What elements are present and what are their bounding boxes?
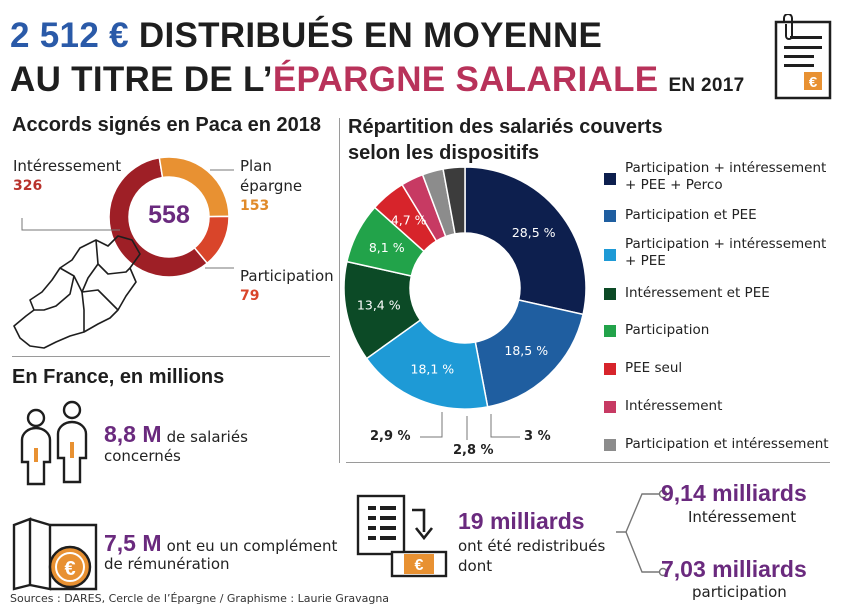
repartition-slice-8: [442, 166, 466, 235]
paca-title: Accords signés en Paca en 2018: [12, 114, 322, 136]
repartition-value-label-4: 8,1 %: [369, 240, 405, 255]
slice-label-3: 3 %: [524, 429, 551, 444]
france-title: En France, en millions: [12, 366, 225, 388]
paca-slice-0: [108, 156, 209, 278]
headline-line-2-b: ÉPARGNE SALARIALE: [272, 60, 659, 99]
stat-redistrib-text-l2: dont: [458, 557, 493, 575]
stat-complement-text-l2: de rémunération: [104, 555, 230, 573]
stat-interessement-label: Intéressement: [688, 508, 797, 526]
stat-complement: 7,5 M ont eu un complément: [104, 530, 337, 557]
paca-slice-2: [193, 215, 230, 265]
people-icon: [20, 400, 88, 486]
legend-swatch: [604, 363, 616, 375]
headline-line-2-a: AU TITRE DE L’: [10, 60, 273, 99]
legend-label: Participation et PEE: [625, 207, 757, 223]
stat-participation-label: participation: [692, 583, 787, 601]
paca-donut-chart: [13, 156, 234, 349]
legend-swatch: [604, 439, 616, 451]
legend-swatch: [604, 401, 616, 413]
legend-label: Intéressement et PEE: [625, 285, 770, 301]
repartition-title-l1: Répartition des salariés couverts: [348, 116, 663, 138]
legend-label: Participation + intéressement + PEE: [625, 236, 827, 269]
headline-line-1: 2 512 € DISTRIBUÉS EN MOYENNE: [10, 16, 602, 56]
repartition-title-l2: selon les dispositifs: [348, 142, 540, 164]
legend-label: Intéressement: [625, 398, 723, 414]
repartition-value-label-2: 18,1 %: [411, 362, 455, 377]
legend-label: Participation et intéressement: [625, 436, 829, 452]
repartition-value-label-0: 28,5 %: [512, 225, 556, 240]
paca-label-participation: Participation: [240, 267, 334, 285]
stat-redistrib-value: 19 milliards: [458, 508, 585, 534]
repartition-value-label-3: 13,4 %: [357, 298, 401, 313]
legend-swatch: [604, 249, 616, 261]
repartition-slice-1: [474, 299, 584, 408]
document-euro-icon: €: [774, 14, 832, 100]
paca-map-outline: [13, 235, 141, 349]
paca-label-interessement: Intéressement: [13, 157, 122, 175]
headline-year: EN 2017: [668, 75, 745, 96]
column-divider: [339, 118, 340, 463]
legend-swatch: [604, 325, 616, 337]
stat-complement-value: 7,5 M: [104, 530, 162, 556]
repartition-slice-0: [464, 166, 587, 316]
legend-label: Participation: [625, 322, 710, 338]
paca-value-interessement: 326: [13, 178, 43, 194]
source-credit: Sources : DARES, Cercle de l’Épargne / G…: [10, 592, 390, 605]
paca-label-plan-l2: épargne: [240, 177, 303, 195]
legend-swatch: [604, 288, 616, 300]
wallet-euro-icon: €: [12, 517, 98, 591]
stat-salaries-text-l2: concernés: [104, 447, 181, 465]
legend-swatch: [604, 173, 616, 185]
legend-label: Participation + intéressement + PEE + Per…: [625, 160, 827, 193]
svg-text:€: €: [415, 557, 424, 574]
headline-line-1-text: DISTRIBUÉS EN MOYENNE: [138, 16, 603, 55]
repartition-donut-chart: 28,5 % 18,5 % 18,1 % 13,4 % 8,1 % 4,7 %: [343, 166, 587, 440]
paca-value-plan: 153: [240, 198, 270, 214]
section-divider-right: [346, 462, 830, 463]
branch-bracket: [616, 489, 668, 577]
svg-text:€: €: [809, 74, 818, 91]
repartition-value-label-5: 4,7 %: [391, 212, 427, 227]
leader-line-2-9: [420, 412, 443, 438]
headline-amount: 2 512 €: [10, 16, 129, 55]
stat-salaries-text: de salariés: [166, 428, 248, 446]
leader-line-3: [490, 414, 520, 438]
stat-complement-text: ont eu un complément: [166, 537, 338, 555]
slice-label-2-8: 2,8 %: [453, 443, 494, 458]
legend-label: PEE seul: [625, 360, 683, 376]
legend-swatch: [604, 210, 616, 222]
stat-salaries-value: 8,8 M: [104, 421, 162, 447]
paca-label-plan-l1: Plan: [240, 157, 272, 175]
stat-interessement-value: 9,14 milliards: [661, 480, 807, 506]
paca-value-participation: 79: [240, 288, 260, 304]
headline-line-2: AU TITRE DE L’ÉPARGNE SALARIALE EN 2017: [10, 60, 745, 106]
stat-redistrib-text-l1: ont été redistribués: [458, 537, 606, 555]
documents-euro-icon: €: [356, 494, 448, 578]
repartition-slice-2: [365, 319, 489, 410]
repartition-value-label-1: 18,5 %: [504, 343, 548, 358]
svg-text:€: €: [64, 558, 75, 580]
stat-salaries: 8,8 M de salariés: [104, 421, 248, 448]
stat-participation-value: 7,03 milliards: [661, 556, 807, 582]
paca-total: 558: [148, 201, 190, 229]
slice-label-2-9: 2,9 %: [370, 429, 411, 444]
leader-line-interessement: [21, 218, 120, 231]
section-divider-left: [12, 356, 330, 357]
